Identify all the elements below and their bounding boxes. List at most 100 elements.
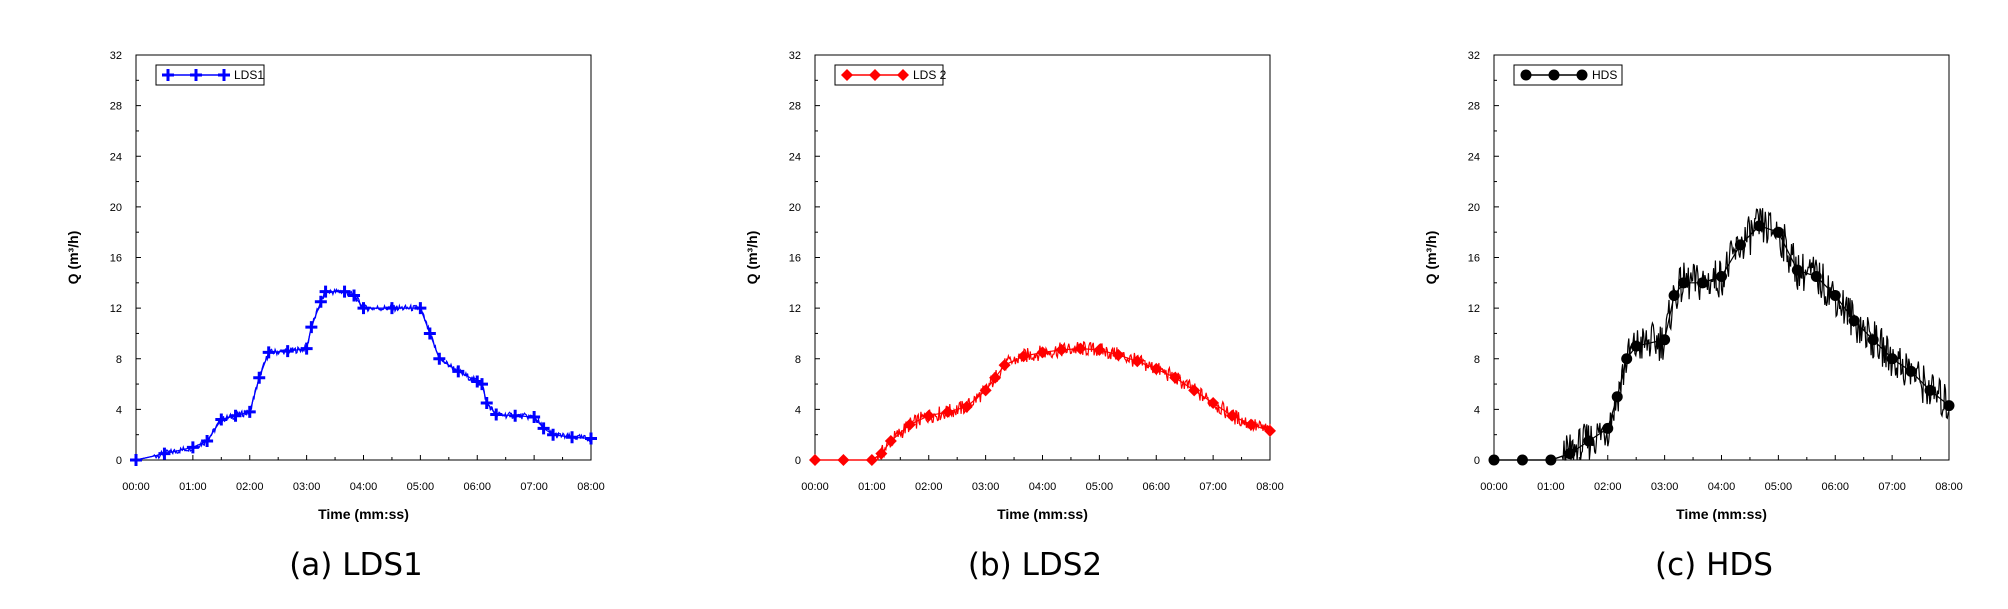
- y-tick-label: 8: [795, 354, 801, 366]
- x-tick-label: 04:00: [1029, 481, 1057, 493]
- data-point: [1611, 391, 1623, 403]
- legend-marker: [1548, 69, 1560, 81]
- data-point: [528, 410, 541, 423]
- data-point: [243, 405, 256, 418]
- data-point: [1564, 448, 1576, 460]
- x-tick-label: 01:00: [1537, 481, 1565, 493]
- data-point: [1074, 342, 1087, 355]
- data-point: [1716, 270, 1727, 282]
- legend-label: HDS: [1592, 68, 1617, 82]
- x-tick-label: 07:00: [1199, 481, 1227, 493]
- data-point: [1602, 422, 1614, 434]
- data-point: [1583, 435, 1595, 447]
- data-point: [475, 378, 488, 391]
- data-point: [989, 371, 1002, 384]
- y-tick-label: 0: [116, 455, 122, 467]
- data-point: [262, 346, 275, 359]
- data-point: [585, 432, 597, 445]
- y-tick-label: 4: [795, 404, 801, 416]
- data-point: [1245, 418, 1258, 431]
- y-tick-label: 4: [116, 404, 122, 416]
- x-tick-label: 07:00: [520, 481, 548, 493]
- data-point: [1753, 220, 1765, 232]
- data-point: [537, 422, 550, 435]
- data-point: [158, 447, 171, 460]
- chart-hds: 0 4 8 12 16 20 24 28 32 00:00 01:00 02:00 03:00 04:00…: [1423, 50, 1963, 583]
- y-tick-label: 28: [110, 101, 122, 113]
- legend-marker: [1576, 69, 1588, 81]
- y-tick-label: 8: [1474, 354, 1480, 366]
- chart-caption: (a) LDS1: [289, 547, 423, 583]
- data-point: [305, 321, 318, 334]
- data-point: [1055, 343, 1068, 356]
- data-point: [348, 289, 361, 302]
- legend-marker: [162, 69, 174, 81]
- data-point: [809, 454, 821, 466]
- plot-frame: [814, 54, 1271, 461]
- data-point: [1036, 346, 1049, 359]
- data-point: [357, 302, 370, 315]
- data-point: [979, 384, 992, 397]
- data-point: [1659, 334, 1671, 346]
- series-line: [135, 291, 592, 461]
- y-tick-label: 0: [1474, 455, 1480, 467]
- chart-caption: (b) LDS2: [968, 547, 1102, 583]
- data-point: [1668, 289, 1680, 301]
- x-tick-label: 08:00: [1256, 481, 1284, 493]
- y-tick-label: 12: [1468, 303, 1480, 315]
- data-point: [1488, 454, 1500, 466]
- data-point: [1905, 365, 1917, 377]
- data-point: [1545, 454, 1557, 466]
- data-point: [1924, 384, 1936, 396]
- series-noise: [815, 341, 1271, 461]
- series-noise: [1494, 208, 1950, 461]
- x-tick-label: 05:00: [1765, 481, 1793, 493]
- y-tick-label: 16: [110, 253, 122, 265]
- data-point: [1886, 353, 1898, 365]
- data-point: [433, 352, 446, 365]
- legend-marker: [218, 69, 230, 81]
- data-point: [547, 428, 560, 441]
- x-tick-label: 06:00: [463, 481, 491, 493]
- data-point: [1169, 371, 1182, 384]
- y-tick-label: 20: [110, 202, 122, 214]
- y-tick-label: 16: [789, 253, 801, 265]
- data-point: [423, 327, 436, 340]
- data-point: [338, 285, 351, 298]
- y-tick-label: 32: [789, 50, 801, 62]
- data-point: [281, 345, 294, 358]
- y-tick-label: 32: [1468, 50, 1480, 62]
- data-point: [884, 435, 897, 448]
- data-point: [1516, 454, 1528, 466]
- chart-lds1: 0 4 8 12 16 20 24 28 32 00:00 01:00 02:00 03:00 04:00…: [65, 50, 605, 583]
- x-tick-label: 00:00: [122, 481, 150, 493]
- x-tick-label: 02:00: [236, 481, 264, 493]
- data-point: [1150, 362, 1163, 375]
- legend-marker: [841, 69, 853, 81]
- y-tick-label: 20: [789, 202, 801, 214]
- series-line: [815, 348, 1271, 461]
- y-tick-label: 12: [789, 303, 801, 315]
- data-point: [490, 408, 503, 421]
- y-axis-title: Q (m³/h): [65, 231, 81, 285]
- y-tick-label: 24: [1468, 151, 1480, 163]
- y-tick-label: 24: [789, 151, 801, 163]
- data-point: [229, 409, 242, 422]
- y-tick-label: 28: [1468, 101, 1480, 113]
- y-axis-title: Q (m³/h): [1423, 231, 1439, 285]
- data-point: [1017, 350, 1030, 363]
- data-point: [1131, 355, 1144, 368]
- y-tick-label: 12: [110, 303, 122, 315]
- data-point: [865, 454, 878, 466]
- data-point: [998, 359, 1011, 372]
- data-point: [1943, 400, 1955, 412]
- x-tick-label: 06:00: [1142, 481, 1170, 493]
- chart-caption: (c) HDS: [1655, 547, 1773, 583]
- y-tick-label: 8: [116, 354, 122, 366]
- plot-frame: [1493, 54, 1950, 461]
- plot-frame: [135, 54, 592, 461]
- data-point: [414, 302, 427, 315]
- x-tick-label: 01:00: [179, 481, 207, 493]
- data-point: [1810, 270, 1822, 282]
